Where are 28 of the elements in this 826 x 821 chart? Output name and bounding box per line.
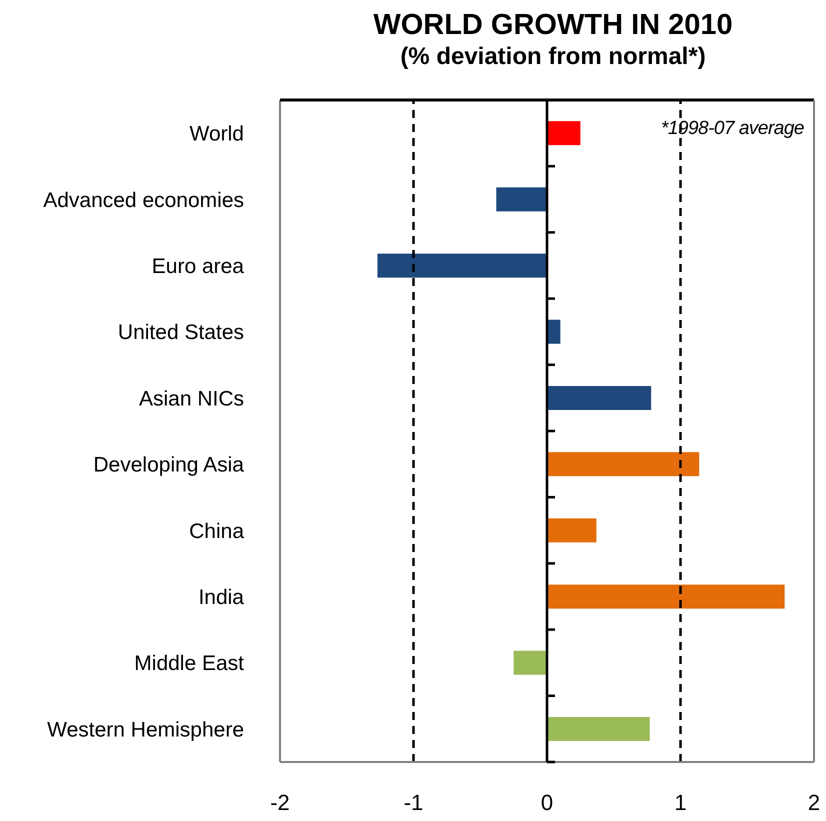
bar <box>547 386 652 410</box>
y-tick-label: Advanced economies <box>43 188 244 212</box>
bar <box>547 320 560 344</box>
x-tick-label: -1 <box>404 790 424 815</box>
y-tick-label: Developing Asia <box>93 454 244 477</box>
bar <box>377 254 547 278</box>
y-tick-label: United States <box>118 321 244 344</box>
bar <box>547 121 580 146</box>
y-tick-label: World <box>190 122 244 146</box>
bar <box>547 452 700 476</box>
y-tick-label: India <box>198 586 244 609</box>
x-tick-label: -2 <box>270 790 290 815</box>
bar <box>514 650 547 675</box>
y-tick-label: China <box>189 520 244 543</box>
chart-title: WORLD GROWTH IN 2010 <box>372 8 734 42</box>
bar <box>547 584 785 609</box>
chart-subtitle: (% deviation from normal*) <box>399 42 707 72</box>
x-tick-label: 0 <box>540 790 554 815</box>
x-tick-label: 1 <box>674 790 687 815</box>
bar <box>547 716 650 741</box>
annotation: *1998-07 average <box>660 118 804 140</box>
bar <box>547 518 596 542</box>
y-tick-label: Asian NICs <box>138 387 244 410</box>
y-tick-label: Euro area <box>152 254 244 278</box>
y-tick-label: Western Hemisphere <box>47 718 244 742</box>
bar <box>496 187 547 212</box>
y-tick-label: Middle East <box>134 652 244 676</box>
x-tick-label: 2 <box>808 790 820 815</box>
